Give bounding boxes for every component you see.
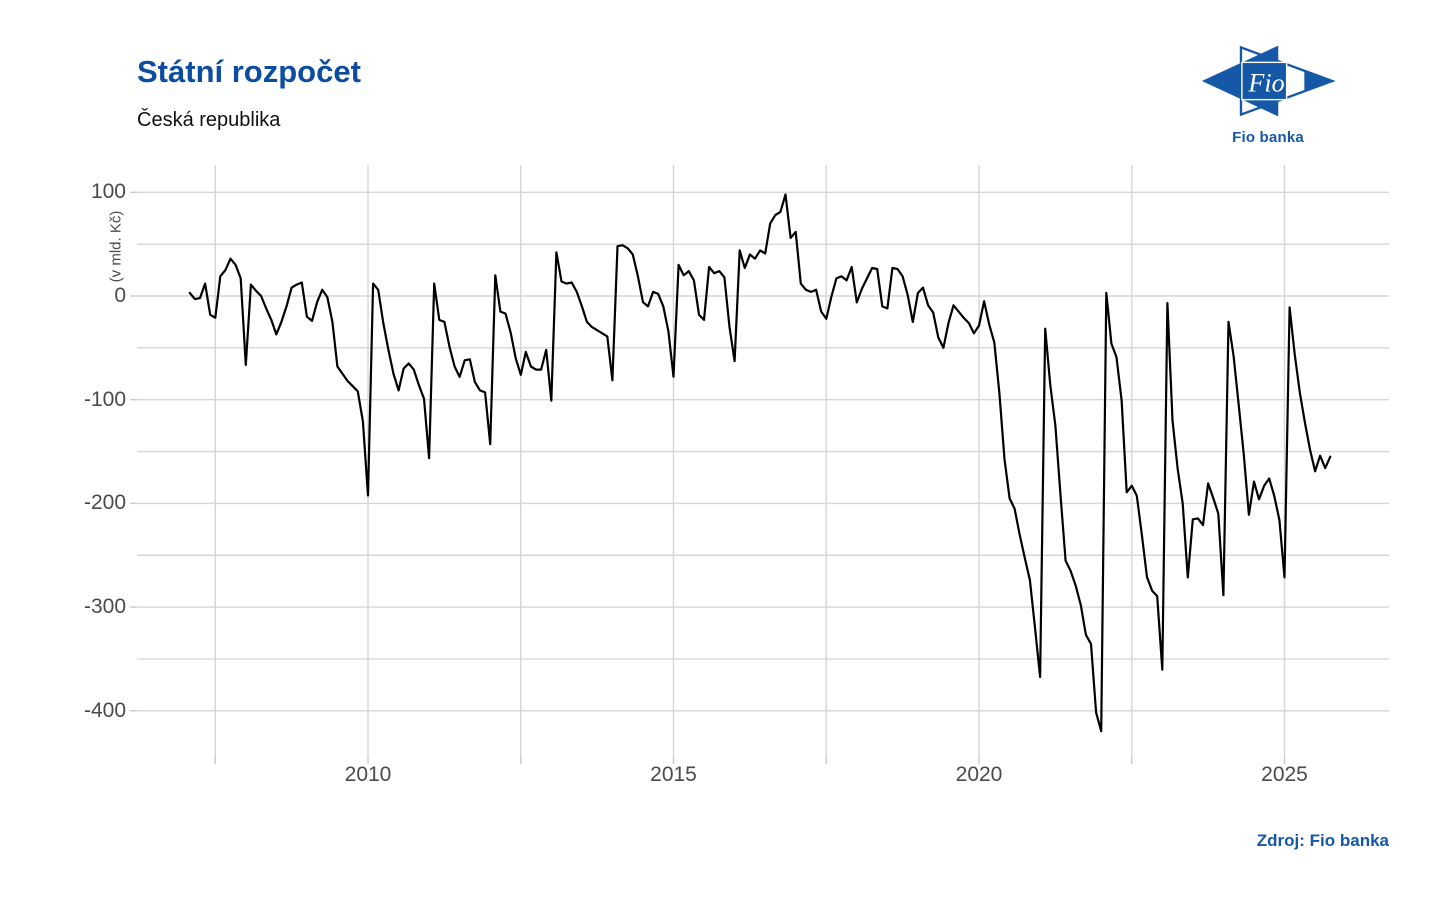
x-tick-label: 2010 [344, 763, 392, 786]
y-tick-label: -300 [83, 595, 126, 619]
logo-right-arrow-shape [1304, 69, 1333, 93]
x-tick-label: 2025 [1261, 763, 1308, 786]
x-tick-label: 2020 [955, 763, 1003, 786]
y-tick-label: 100 [90, 180, 126, 204]
y-tick-label: -200 [83, 491, 126, 515]
y-tick-label: -100 [83, 387, 126, 411]
logo-caption: Fio banka [1232, 129, 1304, 146]
logo-monogram: Fio [1247, 68, 1284, 97]
budget-balance-line [188, 193, 1332, 733]
y-tick-label: 0 [114, 284, 126, 307]
fio-star-icon: Fio [1201, 45, 1336, 117]
source-credit: Zdroj: Fio banka [1256, 831, 1389, 850]
x-tick-label: 2015 [650, 763, 697, 786]
fio-logo: Fio Fio banka [1198, 40, 1338, 146]
budget-chart [130, 165, 1389, 764]
logo-monogram-box [1241, 61, 1288, 101]
page-subtitle: Česká republika [137, 109, 281, 131]
page-title: Státní rozpočet [137, 54, 361, 89]
y-tick-label: -400 [83, 698, 126, 722]
